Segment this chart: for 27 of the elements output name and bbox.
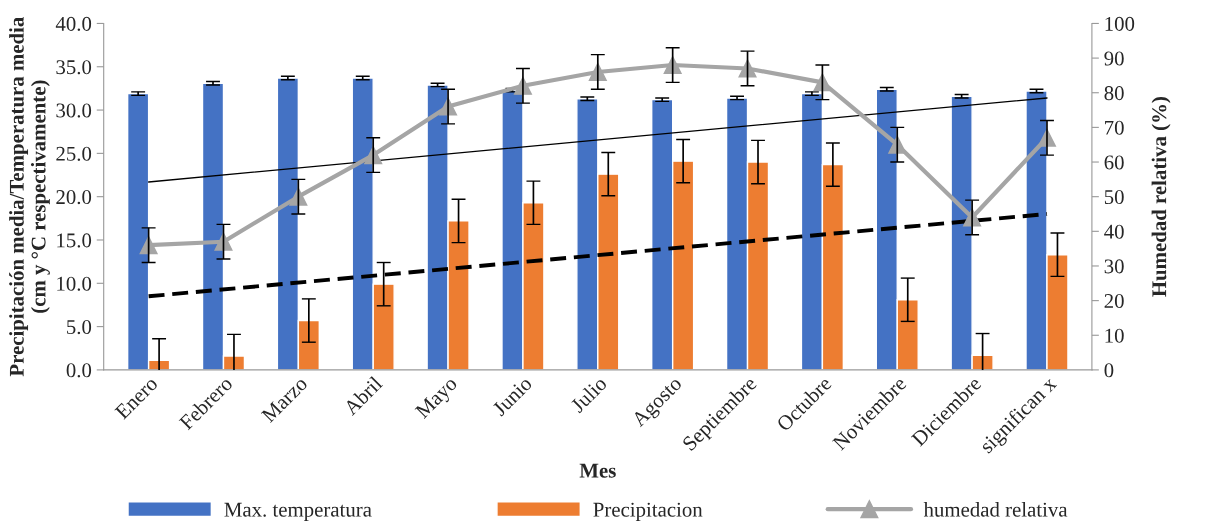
legend-label: Max. temperatura [224, 502, 372, 521]
y2-tick-label: 10 [1105, 328, 1124, 343]
y2-tick-label: 40 [1104, 224, 1124, 239]
y-axis-title: Precipitación media/Temperatura media (cm y °C respectivamente) [9, 17, 50, 377]
y2-tick-label: 100 [1105, 16, 1135, 31]
y-tick-label: 20.0 [56, 190, 92, 205]
y2-tick-label: 60 [1104, 155, 1124, 170]
y2-tick-label: 20 [1104, 293, 1124, 309]
y-tick-label: 40.0 [55, 16, 92, 31]
y-tick-label: 30.0 [56, 103, 92, 118]
y-tick-label: 10.0 [57, 276, 92, 291]
y-tick-label: 5.0 [67, 319, 92, 335]
y-tick-label: 35.0 [56, 60, 92, 75]
legend-label: humedad relativa [923, 502, 1068, 517]
y2-axis-title: Humedad relativa (%) [1151, 97, 1171, 297]
y2-tick-label: 70 [1105, 120, 1124, 135]
y2-tick-label: 0 [1104, 363, 1114, 378]
y-tick-label: 25.0 [56, 146, 92, 161]
x-tick-label: Julio [569, 375, 608, 414]
y-tick-label: 0.0 [66, 363, 92, 378]
y2-tick-label: 90 [1104, 51, 1124, 66]
x-axis-title: Mes [579, 463, 616, 478]
y-tick-label: 15.0 [57, 233, 92, 248]
legend-label: Precipitacion [593, 502, 703, 521]
y2-tick-label: 50 [1104, 190, 1124, 205]
y2-tick-label: 80 [1104, 86, 1124, 101]
y2-tick-label: 30 [1104, 259, 1124, 274]
